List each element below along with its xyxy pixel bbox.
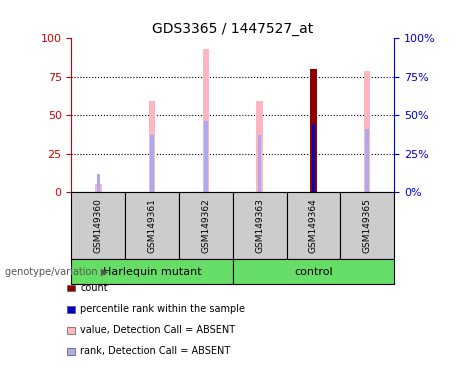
- Text: GSM149361: GSM149361: [148, 198, 157, 253]
- Bar: [233, 192, 287, 259]
- Bar: [179, 192, 233, 259]
- Text: count: count: [80, 283, 108, 293]
- Text: GSM149364: GSM149364: [309, 198, 318, 253]
- Bar: [312, 124, 315, 192]
- Bar: [71, 259, 233, 284]
- Bar: [96, 174, 100, 192]
- Text: rank, Detection Call = ABSENT: rank, Detection Call = ABSENT: [80, 346, 230, 356]
- Bar: [287, 192, 340, 259]
- Bar: [310, 69, 317, 192]
- Bar: [364, 71, 371, 192]
- Text: value, Detection Call = ABSENT: value, Detection Call = ABSENT: [80, 325, 235, 335]
- Bar: [95, 184, 101, 192]
- Title: GDS3365 / 1447527_at: GDS3365 / 1447527_at: [152, 22, 313, 36]
- Text: percentile rank within the sample: percentile rank within the sample: [80, 304, 245, 314]
- Text: GSM149362: GSM149362: [201, 198, 210, 253]
- Bar: [149, 101, 155, 192]
- Text: control: control: [294, 266, 333, 277]
- Bar: [258, 135, 261, 192]
- Bar: [233, 259, 394, 284]
- Text: GSM149365: GSM149365: [363, 198, 372, 253]
- Bar: [203, 49, 209, 192]
- Bar: [340, 192, 394, 259]
- Bar: [256, 101, 263, 192]
- Text: genotype/variation ▶: genotype/variation ▶: [5, 266, 108, 277]
- Text: Harlequin mutant: Harlequin mutant: [103, 266, 201, 277]
- Text: GSM149360: GSM149360: [94, 198, 103, 253]
- Bar: [150, 135, 154, 192]
- Bar: [125, 192, 179, 259]
- Bar: [366, 129, 369, 192]
- Bar: [204, 121, 208, 192]
- Text: GSM149363: GSM149363: [255, 198, 264, 253]
- Bar: [71, 192, 125, 259]
